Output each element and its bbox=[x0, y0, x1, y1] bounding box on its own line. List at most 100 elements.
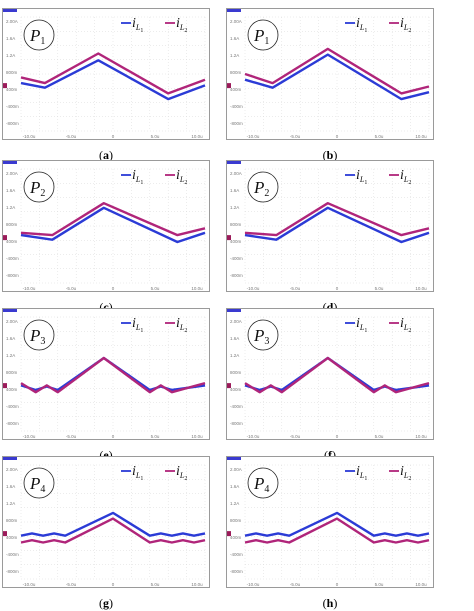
y-tick-label: 1.2A bbox=[6, 353, 15, 358]
power-level-circle bbox=[23, 171, 55, 203]
x-tick-label: 0 bbox=[112, 582, 115, 587]
channel-ground-marker bbox=[227, 235, 231, 241]
y-tick-label: 2.00A bbox=[6, 319, 18, 324]
x-tick-label: 5.0u bbox=[151, 286, 160, 291]
series-line-iL1 bbox=[244, 53, 430, 101]
y-tick-label: 2.00A bbox=[6, 467, 18, 472]
y-tick-label: 1.6A bbox=[6, 484, 15, 489]
y-tick-label: -800m bbox=[6, 273, 19, 278]
power-level-label: P2 bbox=[29, 178, 45, 199]
y-tick-label: 800m bbox=[6, 370, 18, 375]
y-tick-label: 2.00A bbox=[6, 19, 18, 24]
y-tick-label: 800m bbox=[6, 70, 18, 75]
y-tick-label: 800m bbox=[6, 222, 18, 227]
panel-caption: (h) bbox=[322, 596, 338, 610]
x-tick-label: -10.0u bbox=[23, 134, 36, 139]
x-tick-label: 10.0u bbox=[415, 134, 427, 139]
y-tick-label: -800m bbox=[6, 421, 19, 426]
y-tick-label: 1.6A bbox=[6, 188, 15, 193]
scope-top-marker bbox=[3, 161, 17, 164]
power-level-circle bbox=[247, 467, 279, 499]
y-tick-label: 400m bbox=[230, 535, 242, 540]
legend-label-iL1: iL1 bbox=[356, 464, 367, 482]
y-tick-label: -400m bbox=[6, 104, 19, 109]
y-tick-label: 1.2A bbox=[230, 205, 239, 210]
y-tick-label: 400m bbox=[6, 535, 18, 540]
oscilloscope-screen: 2.00A 1.6A 1.2A 800m 400m -400m -800m -10.0u -5.… bbox=[2, 308, 210, 440]
legend-label-iL1: iL1 bbox=[356, 16, 367, 34]
y-tick-label: -400m bbox=[6, 256, 19, 261]
panel-caption: (e) bbox=[99, 448, 113, 462]
y-tick-label: 400m bbox=[230, 239, 242, 244]
y-tick-label: 1.2A bbox=[230, 501, 239, 506]
power-level-circle bbox=[23, 19, 55, 51]
y-tick-label: 1.6A bbox=[230, 188, 239, 193]
scope-top-marker bbox=[227, 309, 241, 312]
y-tick-label: 800m bbox=[230, 518, 242, 523]
x-tick-label: 5.0u bbox=[151, 434, 160, 439]
x-tick-label: -10.0u bbox=[23, 582, 36, 587]
legend-label-iL1: iL1 bbox=[356, 168, 367, 186]
x-tick-label: 0 bbox=[112, 434, 115, 439]
power-level-label: P1 bbox=[29, 26, 45, 47]
scope-top-marker bbox=[227, 161, 241, 164]
y-tick-label: 1.6A bbox=[230, 36, 239, 41]
power-level-circle bbox=[23, 467, 55, 499]
y-tick-label: -800m bbox=[230, 569, 243, 574]
series-line-iL2 bbox=[20, 517, 206, 544]
y-tick-label: -800m bbox=[6, 569, 19, 574]
x-tick-label: 10.0u bbox=[415, 286, 427, 291]
power-level-circle bbox=[23, 319, 55, 351]
chart-svg: 2.00A 1.6A 1.2A 800m 400m -400m -800m -10.0u -5.… bbox=[227, 161, 430, 291]
series-line-iL2 bbox=[244, 517, 430, 544]
series-line-iL1 bbox=[20, 511, 206, 537]
x-tick-label: 0 bbox=[336, 286, 339, 291]
legend-label-iL2: iL2 bbox=[400, 168, 411, 186]
x-tick-label: 10.0u bbox=[191, 286, 203, 291]
x-tick-label: 10.0u bbox=[415, 434, 427, 439]
chart-svg: 2.00A 1.6A 1.2A 800m 400m -400m -800m -10.0u -5.… bbox=[3, 9, 206, 139]
series-line-iL1 bbox=[20, 206, 206, 244]
y-tick-label: 2.00A bbox=[6, 171, 18, 176]
x-tick-label: 10.0u bbox=[191, 582, 203, 587]
channel-ground-marker bbox=[3, 383, 7, 389]
x-tick-label: -10.0u bbox=[23, 434, 36, 439]
chart-svg: 2.00A 1.6A 1.2A 800m 400m -400m -800m -10.0u -5.… bbox=[3, 161, 206, 291]
y-tick-label: 2.00A bbox=[230, 319, 242, 324]
scope-top-marker bbox=[227, 9, 241, 12]
power-level-label: P3 bbox=[253, 326, 269, 347]
y-tick-label: 800m bbox=[230, 70, 242, 75]
x-tick-label: 0 bbox=[336, 134, 339, 139]
scope-top-marker bbox=[227, 457, 241, 460]
chart-svg: 2.00A 1.6A 1.2A 800m 400m -400m -800m -10.0u -5.… bbox=[3, 309, 206, 439]
x-tick-label: -5.0u bbox=[290, 434, 301, 439]
x-tick-label: -5.0u bbox=[66, 286, 77, 291]
oscilloscope-screen: 2.00A 1.6A 1.2A 800m 400m -400m -800m -10.0u -5.… bbox=[2, 160, 210, 292]
y-tick-label: -800m bbox=[6, 121, 19, 126]
series-line-iL1 bbox=[244, 206, 430, 244]
y-tick-label: 1.2A bbox=[230, 53, 239, 58]
panel-caption: (b) bbox=[322, 148, 338, 162]
chart-svg: 2.00A 1.6A 1.2A 800m 400m -400m -800m -10.0u -5.… bbox=[227, 9, 430, 139]
series-line-iL2 bbox=[244, 47, 430, 95]
legend-label-iL1: iL1 bbox=[132, 168, 143, 186]
y-tick-label: -800m bbox=[230, 273, 243, 278]
x-tick-label: 10.0u bbox=[191, 434, 203, 439]
x-tick-label: 5.0u bbox=[151, 134, 160, 139]
chart-svg: 2.00A 1.6A 1.2A 800m 400m -400m -800m -10.0u -5.… bbox=[227, 309, 430, 439]
x-tick-label: 5.0u bbox=[151, 582, 160, 587]
panel-caption: (a) bbox=[99, 148, 113, 162]
y-tick-label: 400m bbox=[6, 87, 18, 92]
y-tick-label: 2.00A bbox=[230, 19, 242, 24]
scope-top-marker bbox=[3, 9, 17, 12]
legend-label-iL1: iL1 bbox=[356, 316, 367, 334]
channel-ground-marker bbox=[3, 83, 7, 89]
y-tick-label: 1.6A bbox=[6, 36, 15, 41]
channel-ground-marker bbox=[3, 235, 7, 241]
y-tick-label: 400m bbox=[6, 239, 18, 244]
legend-label-iL1: iL1 bbox=[132, 464, 143, 482]
scope-top-marker bbox=[3, 309, 17, 312]
x-tick-label: -10.0u bbox=[247, 582, 260, 587]
x-tick-label: 0 bbox=[336, 582, 339, 587]
legend-label-iL2: iL2 bbox=[176, 316, 187, 334]
